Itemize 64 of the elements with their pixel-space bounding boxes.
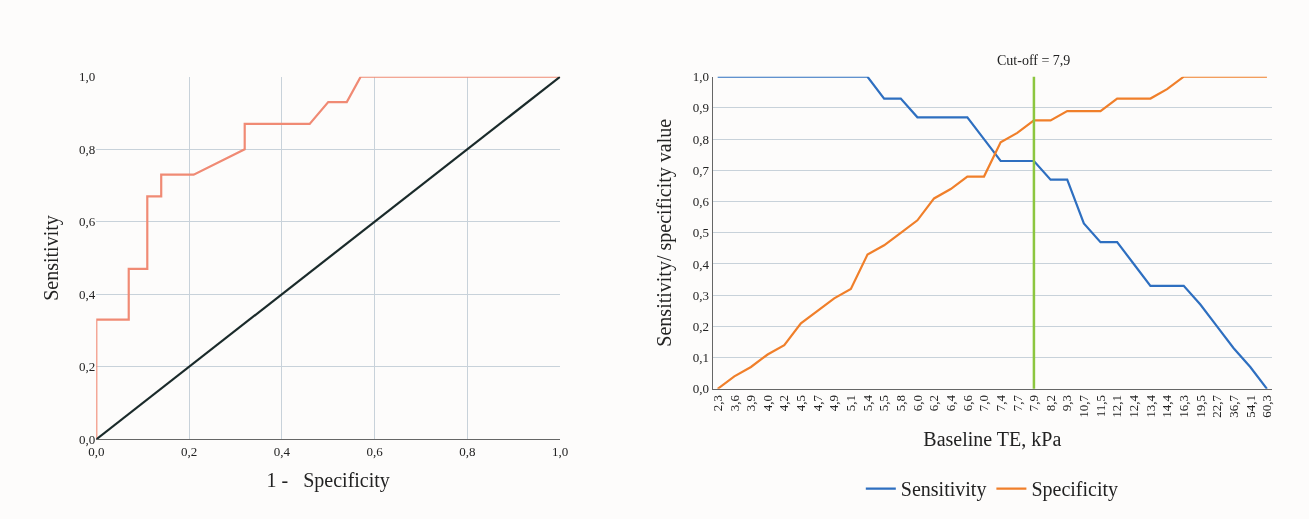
y-tick-label: 0,5 xyxy=(692,225,710,241)
y-tick-label: 1,0 xyxy=(692,69,710,85)
legend-label: Sensitivity xyxy=(900,478,987,502)
x-tick-label: 12,4 xyxy=(1126,394,1142,418)
x-tick-label: 6,6 xyxy=(959,394,975,412)
x-tick-label: 7,9 xyxy=(1026,395,1042,412)
x-tick-label: 7,0 xyxy=(976,395,992,412)
y-tick-label: 0,0 xyxy=(692,381,710,397)
x-axis-title: Baseline TE, kPa xyxy=(923,428,1062,451)
x-tick-label: 8,2 xyxy=(1042,395,1058,412)
x-tick-label: 22,7 xyxy=(1209,394,1225,418)
x-tick-label: 19,5 xyxy=(1192,395,1208,418)
x-tick-label: 9,3 xyxy=(1059,395,1075,412)
y-tick-label: 0,4 xyxy=(692,256,710,272)
x-tick-label: 0,2 xyxy=(180,443,198,459)
y-tick-label: 0,2 xyxy=(79,359,96,375)
y-tick-label: 0,6 xyxy=(692,194,710,210)
x-tick-label: 1,0 xyxy=(552,443,569,459)
y-tick-label: 1,0 xyxy=(79,69,96,85)
line-series xyxy=(716,76,1269,389)
x-tick-label: 6,2 xyxy=(926,395,942,412)
y-tick-label: 0,7 xyxy=(692,162,710,178)
x-tick-label: 5,8 xyxy=(893,395,908,412)
x-axis-title: 1 - Specificity xyxy=(266,469,390,493)
x-tick-label: 5,4 xyxy=(859,394,875,412)
y-tick-label: 0,1 xyxy=(692,350,710,366)
x-tick-label: 0,8 xyxy=(459,443,476,459)
x-tick-label: 3,9 xyxy=(743,395,759,412)
y-axis-title: Sensitivity xyxy=(39,215,63,301)
x-tick-label: 0,4 xyxy=(273,443,291,459)
x-tick-label: 0,6 xyxy=(366,443,384,459)
x-tick-label: 36,7 xyxy=(1225,394,1241,418)
x-tick-label: 4,5 xyxy=(793,395,809,412)
y-tick-label: 0,3 xyxy=(692,287,710,303)
y-tick-label: 0,2 xyxy=(692,318,710,334)
x-tick-label: 10,7 xyxy=(1076,394,1092,418)
x-tick-label: 6,0 xyxy=(909,395,925,412)
x-tick-label: 12,1 xyxy=(1109,395,1125,418)
x-tick-label: 7,7 xyxy=(1009,394,1025,412)
x-tick-label: 14,4 xyxy=(1159,394,1175,418)
legend-label: Specificity xyxy=(1031,478,1119,502)
x-tick-label: 5,5 xyxy=(876,395,892,412)
y-tick-label: 0,0 xyxy=(79,431,96,447)
y-tick-label: 0,9 xyxy=(692,100,710,116)
ref-line-label: Cut-off = 7,9 xyxy=(997,53,1071,68)
x-tick-label: 3,6 xyxy=(726,394,742,412)
x-tick-label: 11,5 xyxy=(1092,395,1108,418)
x-tick-label: 4,9 xyxy=(826,395,842,412)
y-tick-label: 0,4 xyxy=(79,286,96,302)
x-tick-label: 2,3 xyxy=(709,395,725,412)
x-tick-label: 4,0 xyxy=(759,395,775,412)
x-tick-label: 5,1 xyxy=(843,395,859,412)
x-tick-label: 6,4 xyxy=(942,394,958,412)
x-tick-label: 4,2 xyxy=(776,395,792,412)
y-tick-label: 0,8 xyxy=(692,131,710,147)
x-tick-label: 4,7 xyxy=(809,394,825,412)
x-tick-label: 13,4 xyxy=(1142,394,1158,418)
y-axis-title: Sensitivity/ specificity value xyxy=(653,118,677,347)
x-tick-label: 60,3 xyxy=(1259,395,1275,418)
x-tick-label: 16,3 xyxy=(1175,395,1191,418)
x-tick-label: 7,4 xyxy=(992,394,1008,412)
y-tick-label: 0,8 xyxy=(79,141,96,157)
x-tick-label: 54,1 xyxy=(1242,395,1258,418)
y-tick-label: 0,6 xyxy=(79,214,96,230)
